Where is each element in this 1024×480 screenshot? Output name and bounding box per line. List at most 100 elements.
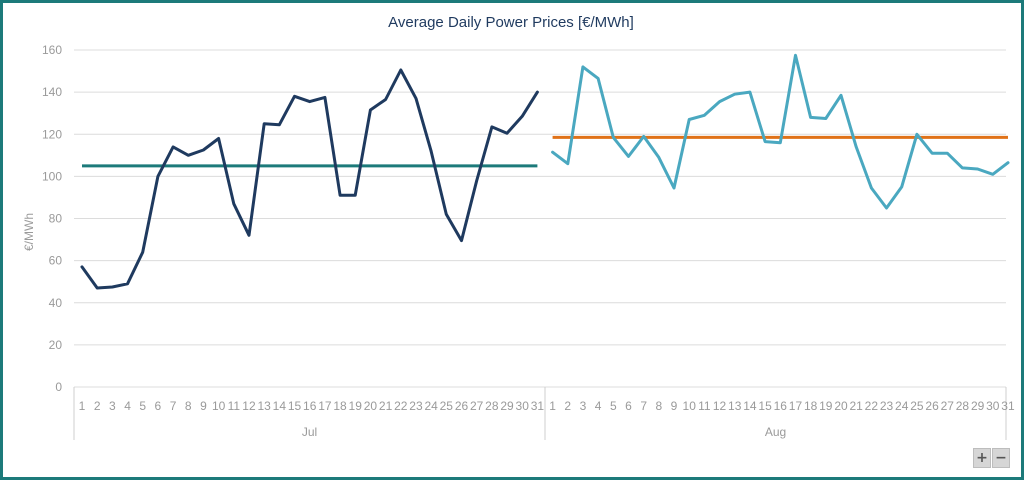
x-tick-label: 2 [94,399,101,413]
y-tick-label: 80 [49,212,63,226]
data-point [429,149,433,153]
x-tick-label: 7 [170,399,177,413]
x-tick-label: 8 [185,399,192,413]
y-tick-label: 100 [42,169,62,183]
data-point [323,96,327,99]
data-point [779,141,782,144]
data-point [566,162,569,165]
data-point [839,94,843,97]
x-tick-label: 16 [774,399,788,413]
data-point [627,155,630,158]
x-tick-label: 12 [713,399,727,413]
data-point [475,179,478,182]
data-point [748,90,752,94]
x-tick-label: 26 [455,399,469,413]
data-point [976,167,979,171]
zoom-out-button[interactable]: − [992,448,1010,468]
y-axis-label: €/MWh [22,213,36,251]
data-point [854,145,858,149]
x-tick-label: 15 [288,399,302,413]
group-label: Aug [765,425,786,439]
data-point [961,166,964,170]
x-tick-label: 24 [895,399,909,413]
data-point [915,133,919,136]
x-tick-label: 8 [655,399,662,413]
x-tick-label: 26 [925,399,939,413]
x-tick-label: 5 [139,399,146,413]
data-point [763,140,767,143]
data-point [794,54,797,57]
x-tick-label: 14 [743,399,757,413]
x-tick-label: 11 [228,399,241,413]
x-tick-label: 11 [698,399,711,413]
x-tick-label: 24 [424,399,438,413]
data-point [718,100,721,103]
x-tick-label: 2 [564,399,571,413]
data-point [870,186,873,190]
data-point [688,118,691,121]
x-tick-label: 3 [580,399,587,413]
x-tick-label: 1 [79,399,86,413]
x-tick-label: 18 [804,399,818,413]
x-tick-label: 1 [549,399,556,413]
data-point [445,213,448,216]
x-tick-label: 6 [625,399,632,413]
data-point [354,194,357,197]
data-point [596,77,600,80]
data-point [171,145,175,149]
data-point [217,137,220,140]
series-line [551,53,1010,210]
chart-title: Average Daily Power Prices [€/MWh] [388,14,634,31]
x-tick-label: 19 [349,399,363,413]
x-tick-label: 7 [640,399,647,413]
data-point [505,131,509,135]
x-tick-label: 13 [728,399,742,413]
data-point [262,122,266,125]
data-point [930,152,934,155]
data-point [232,202,235,205]
data-point [293,95,296,98]
data-point [80,265,84,269]
x-tick-label: 3 [109,399,116,413]
data-point [657,156,661,159]
group-label: Jul [302,425,317,439]
x-tick-label: 18 [333,399,347,413]
y-tick-label: 60 [49,254,63,268]
x-tick-label: 25 [440,399,454,413]
zoom-in-button[interactable]: + [973,448,991,468]
x-tick-label: 30 [516,399,530,413]
data-point [308,100,311,103]
x-tick-label: 10 [683,399,697,413]
x-tick-label: 20 [834,399,848,413]
data-point [369,108,372,112]
x-tick-label: 23 [880,399,894,413]
x-tick-label: 28 [485,399,499,413]
x-tick-label: 27 [941,399,955,413]
data-point [733,93,736,96]
y-tick-label: 40 [49,296,63,310]
x-tick-label: 16 [303,399,317,413]
data-point [111,285,114,289]
data-point [703,114,706,117]
x-tick-label: 28 [956,399,970,413]
y-tick-label: 120 [42,127,62,141]
x-tick-label: 29 [500,399,514,413]
x-tick-label: 22 [865,399,879,413]
x-tick-label: 12 [242,399,256,413]
data-point [95,286,99,290]
x-tick-label: 20 [364,399,378,413]
data-point [521,115,524,118]
data-point [414,97,418,100]
x-tick-label: 17 [318,399,332,413]
data-point [156,175,160,178]
data-point [536,90,539,94]
x-tick-label: 5 [610,399,617,413]
x-tick-label: 15 [758,399,772,413]
x-tick-label: 29 [971,399,985,413]
data-point [278,123,281,126]
data-point [338,194,342,197]
y-tick-label: 0 [55,380,62,394]
x-tick-label: 31 [1001,399,1015,413]
x-tick-label: 6 [155,399,162,413]
x-tick-label: 23 [409,399,423,413]
